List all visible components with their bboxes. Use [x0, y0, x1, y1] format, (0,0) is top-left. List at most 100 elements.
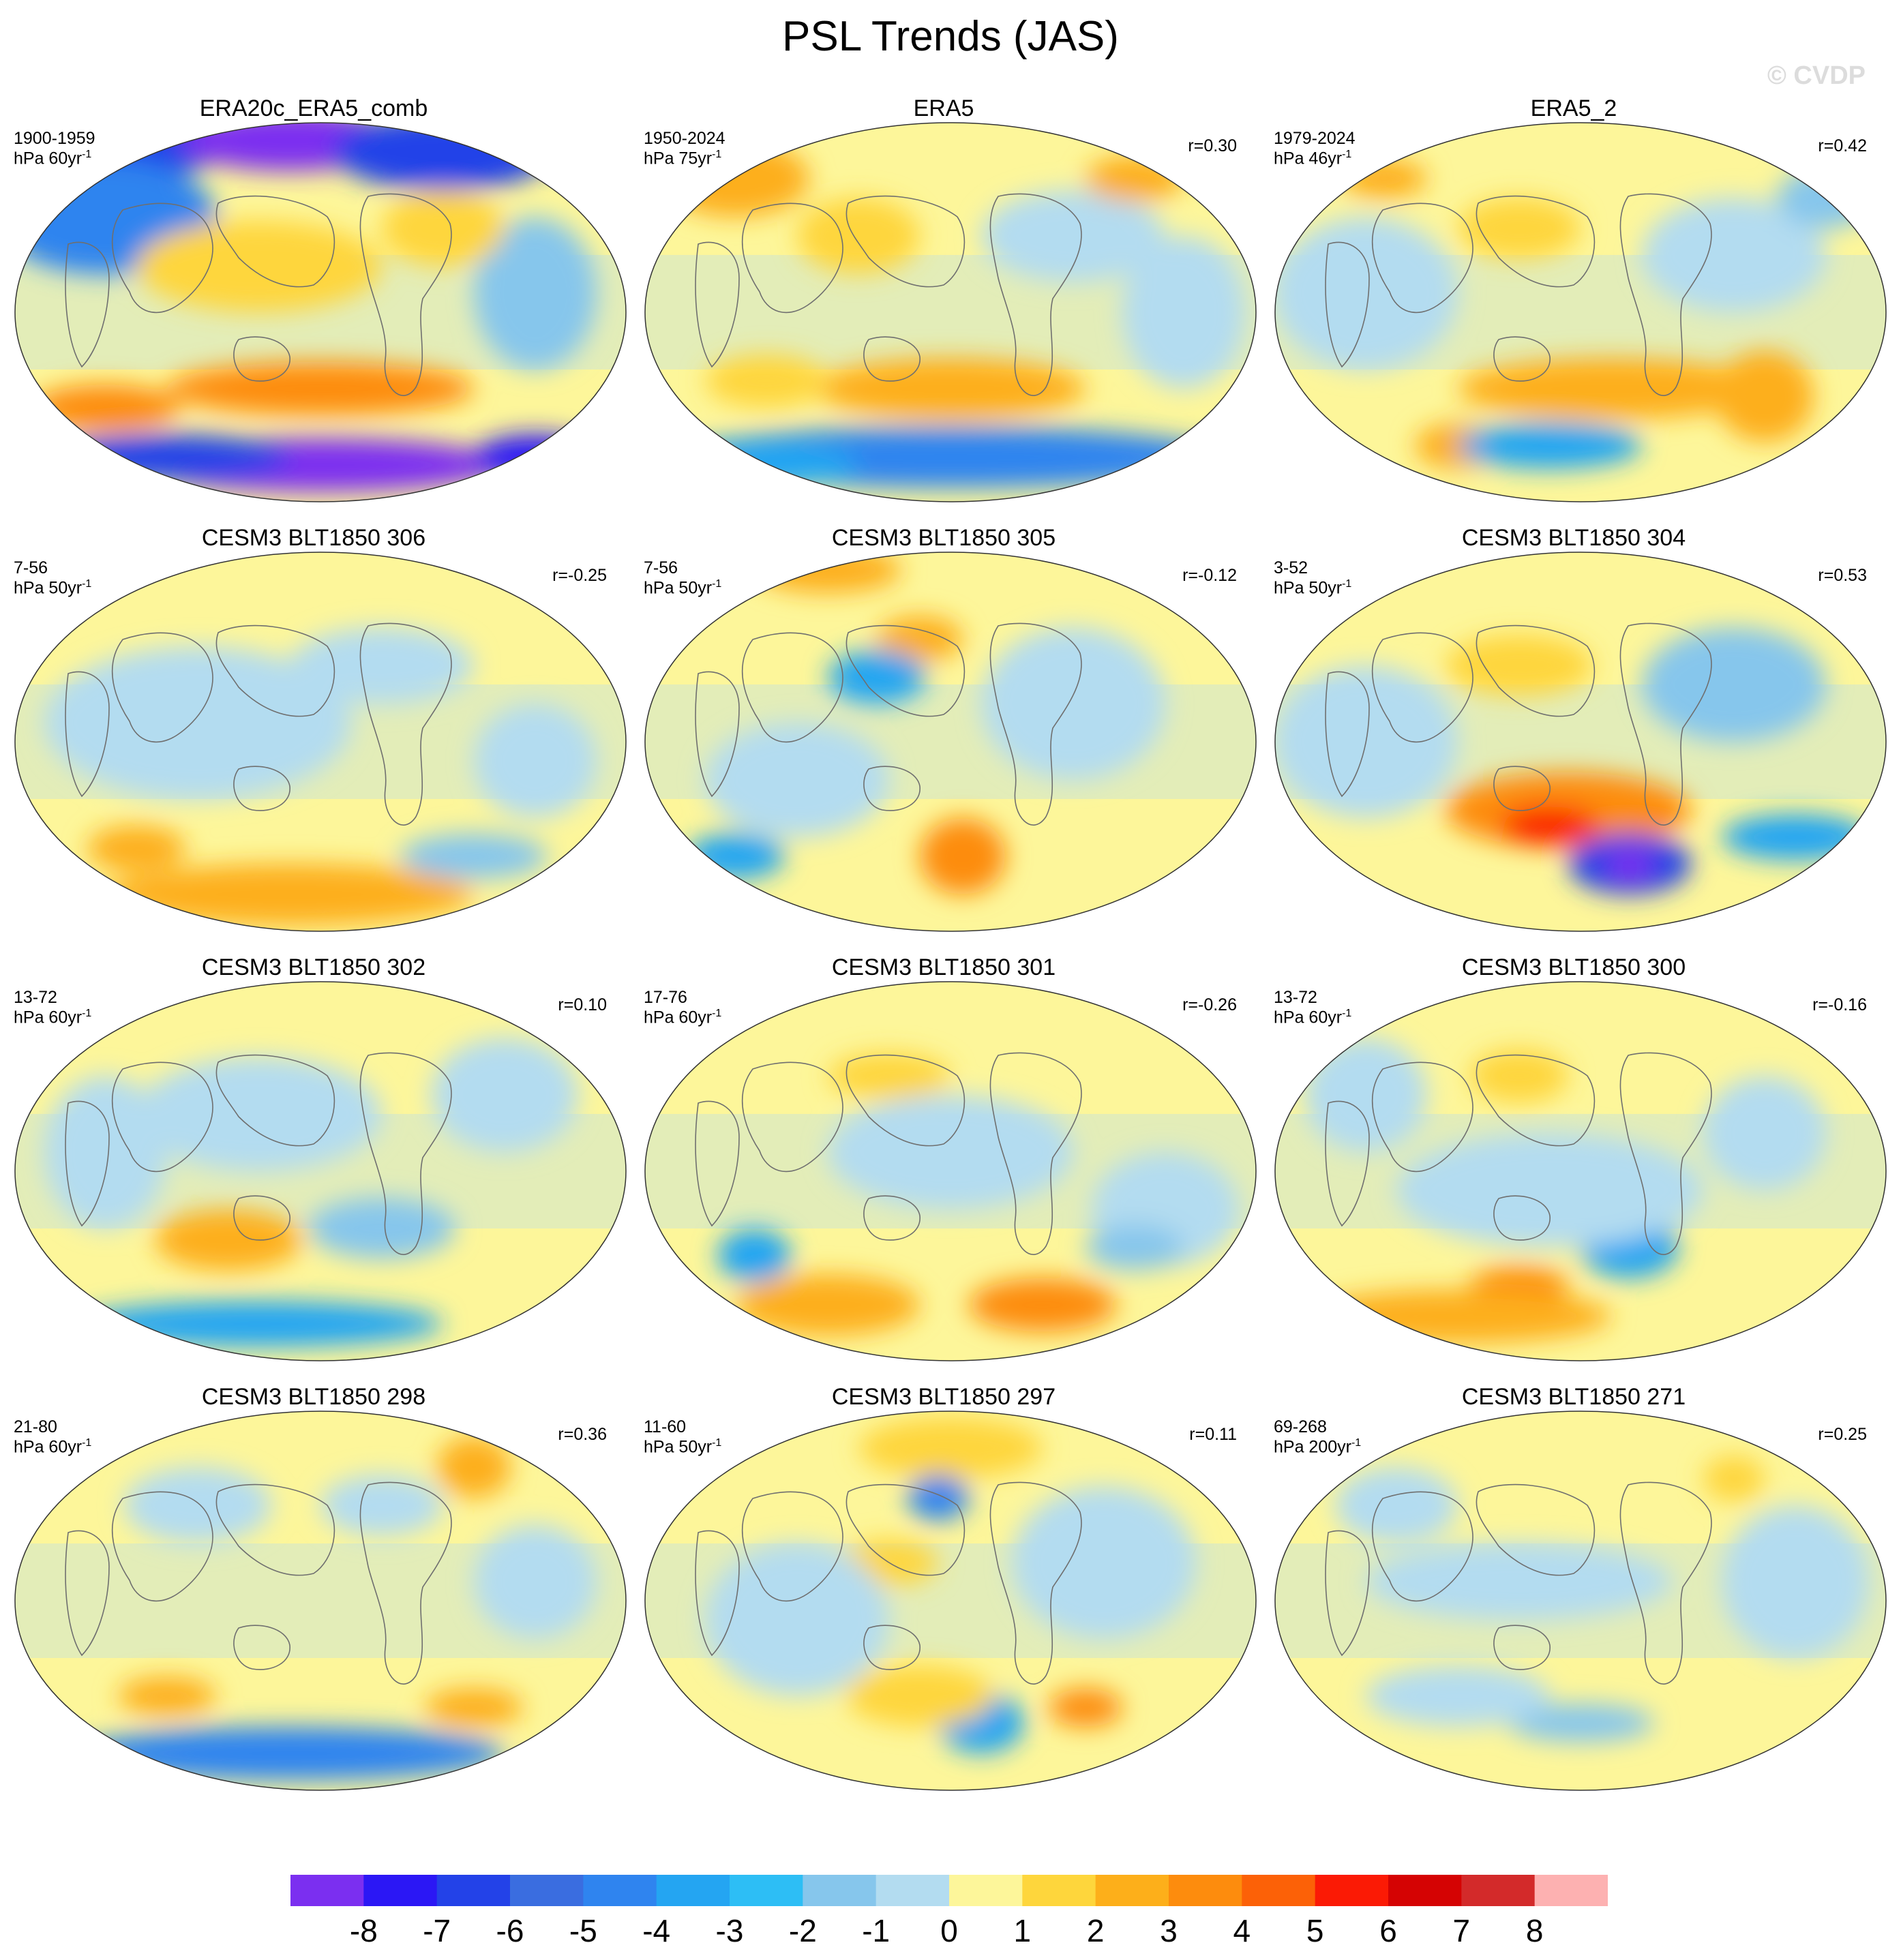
map-panel: CESM3 BLT1850 306 7-56 hPa 50yr-1 r=-0.25 [0, 525, 627, 948]
coastline [989, 1052, 1082, 1255]
panel-years: 21-80 [14, 1417, 57, 1436]
map-panel: CESM3 BLT1850 271 69-268 hPa 200yr-1 r=0.25 [1260, 1384, 1887, 1807]
coastline [1476, 195, 1596, 288]
coastline [863, 766, 920, 811]
panel-correlation: r=0.30 [1188, 136, 1237, 155]
trend-map [1274, 981, 1887, 1361]
map-outline [644, 1411, 1257, 1791]
trend-region [1366, 1665, 1550, 1727]
coastline [1325, 1530, 1370, 1657]
panel-units: hPa 200yr-1 [1274, 1437, 1362, 1457]
colorbar-swatch [949, 1875, 1023, 1906]
trend-region [474, 434, 597, 481]
trend-region [474, 704, 597, 818]
trend-region [167, 361, 474, 416]
panel-correlation: r=0.36 [558, 1425, 607, 1444]
trend-region [1458, 198, 1581, 259]
colorbar-tick-label: 7 [1452, 1913, 1471, 1948]
trend-region [1341, 160, 1427, 198]
trend-region [674, 442, 858, 488]
trend-region [382, 190, 505, 267]
panel-units: hPa 50yr-1 [1274, 578, 1352, 598]
trend-region [1086, 1224, 1184, 1271]
trend-map [644, 981, 1257, 1361]
trend-region [1086, 155, 1184, 202]
trend-region [877, 616, 963, 662]
panel-correlation: r=-0.16 [1812, 995, 1867, 1014]
trend-map [644, 1411, 1257, 1791]
map-panel: CESM3 BLT1850 300 13-72 hPa 60yr-1 r=-0.16 [1260, 954, 1887, 1377]
trend-region [118, 1677, 216, 1715]
trend-region [687, 833, 785, 879]
colorbar-swatch [1242, 1875, 1316, 1906]
coastline [359, 1052, 452, 1255]
trend-region [1122, 236, 1245, 389]
coastline [215, 624, 335, 717]
panel-years: 1950-2024 [644, 129, 725, 148]
coastline [1493, 1625, 1551, 1670]
panel-years: 1979-2024 [1274, 129, 1356, 148]
coastline [1493, 1195, 1551, 1241]
panel-years: 69-268 [1274, 1417, 1327, 1436]
coastline [1372, 632, 1473, 743]
coastline [1619, 1481, 1712, 1685]
trend-region [1642, 627, 1826, 742]
colorbar-swatch [583, 1875, 657, 1906]
colorbar-swatch [656, 1875, 730, 1906]
panel-correlation: r=-0.25 [552, 566, 607, 585]
coastline [233, 1625, 290, 1670]
panel-years: 13-72 [14, 988, 57, 1007]
colorbar-tick-label: 2 [1086, 1913, 1105, 1948]
trend-region [425, 1688, 523, 1727]
trend-map [644, 122, 1257, 502]
panel-units: hPa 60yr-1 [1274, 1008, 1352, 1027]
colorbar-tick-label: 5 [1306, 1913, 1324, 1948]
panel-title: CESM3 BLT1850 305 [831, 525, 1056, 551]
panel-title: CESM3 BLT1850 297 [831, 1384, 1056, 1410]
map-outline [14, 552, 627, 932]
coastline [845, 624, 966, 717]
trend-region [1396, 1133, 1703, 1248]
panel-units: hPa 50yr-1 [644, 1437, 722, 1457]
trend-region [981, 190, 1165, 282]
trend-region [32, 385, 179, 431]
coastline [215, 1483, 335, 1576]
colorbar-tick-label: -3 [715, 1913, 744, 1948]
trend-region [1304, 1289, 1611, 1343]
coastline [1325, 241, 1370, 368]
colorbar-tick-label: -8 [349, 1913, 378, 1948]
panel-years: 7-56 [14, 558, 48, 577]
colorbar-swatch [290, 1875, 364, 1906]
trend-region [1049, 1688, 1122, 1727]
map-outline [1274, 122, 1887, 502]
trend-map [14, 1411, 627, 1791]
map-outline [1274, 981, 1887, 1361]
colorbar-swatch [510, 1875, 584, 1906]
coastline [1372, 202, 1473, 314]
panel-title: CESM3 BLT1850 271 [1461, 1384, 1686, 1410]
colorbar-tick-label: -6 [496, 1913, 524, 1948]
coastline [65, 671, 110, 798]
colorbar-swatch [1169, 1875, 1242, 1906]
trend-region [908, 1475, 969, 1521]
trend-region [44, 434, 290, 481]
map-outline [1274, 1411, 1887, 1791]
panel-correlation: r=-0.26 [1182, 995, 1237, 1014]
coastline [1493, 336, 1551, 382]
map-outline [644, 552, 1257, 932]
colorbar-tick-label: 3 [1160, 1913, 1178, 1948]
panel-title: CESM3 BLT1850 301 [831, 954, 1056, 980]
trend-region [920, 818, 1006, 894]
trend-region [1722, 814, 1869, 860]
map-panel: CESM3 BLT1850 297 11-60 hPa 50yr-1 r=0.11 [630, 1384, 1257, 1807]
panel-title: ERA20c_ERA5_comb [199, 95, 428, 121]
map-outline [14, 1411, 627, 1791]
trend-region [431, 1038, 578, 1152]
coastline [215, 1054, 335, 1147]
colorbar-swatch [436, 1875, 511, 1906]
panel-years: 7-56 [644, 558, 678, 577]
coastline [1372, 1061, 1473, 1173]
trend-map [1274, 552, 1887, 932]
trend-region [1470, 1049, 1568, 1103]
trend-region [705, 354, 828, 408]
